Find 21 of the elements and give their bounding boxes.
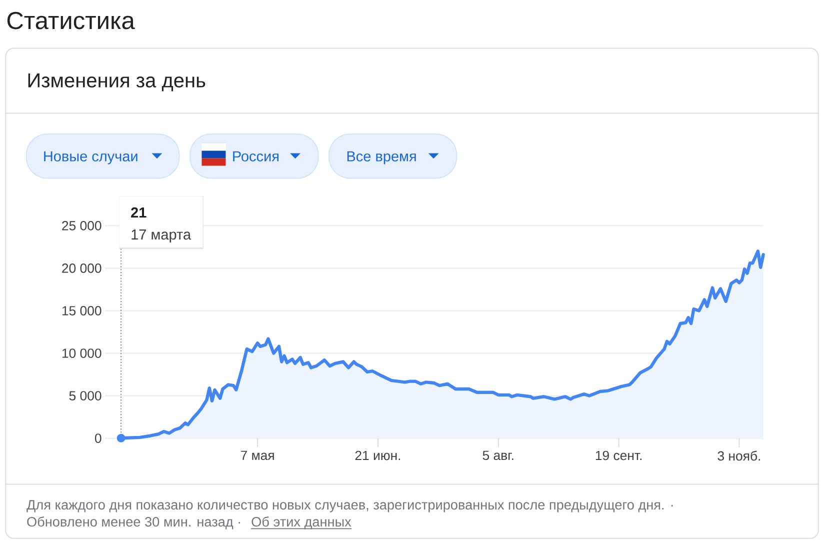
y-tick-label: 20 000 [62, 264, 102, 273]
text: Россия [233, 151, 278, 162]
y-tick-label: 25 000 [62, 221, 102, 230]
text: Новые случаи [44, 151, 138, 164]
chart-subtitle: Изменения за день [28, 74, 206, 92]
text: Все время [347, 151, 416, 164]
annotation: 17 марта [132, 230, 192, 242]
x-tick-label: 7 мая [240, 450, 274, 460]
y-tick-label: 0 [94, 434, 102, 443]
x-tick-label: 3 нояб. [718, 450, 760, 461]
y-tick-label: 10 000 [62, 348, 102, 358]
text: Для каждого дня показано количество новых случаев, зарегистрированных после предыдущего дня. · [26, 500, 673, 512]
y-tick-label: 5 000 [69, 391, 102, 400]
chart-title: Статистика [7, 12, 135, 30]
y-tick-label: 15 000 [62, 306, 102, 316]
x-tick-label: 21 июн. [355, 450, 400, 460]
text: 21 [131, 207, 146, 218]
text: Обновлено менее 30 мин. назад · [27, 516, 240, 530]
x-tick-label: 19 сент. [596, 450, 642, 460]
text: Об этих данных [252, 516, 352, 530]
x-tick-label: 5 авг. [482, 450, 514, 460]
